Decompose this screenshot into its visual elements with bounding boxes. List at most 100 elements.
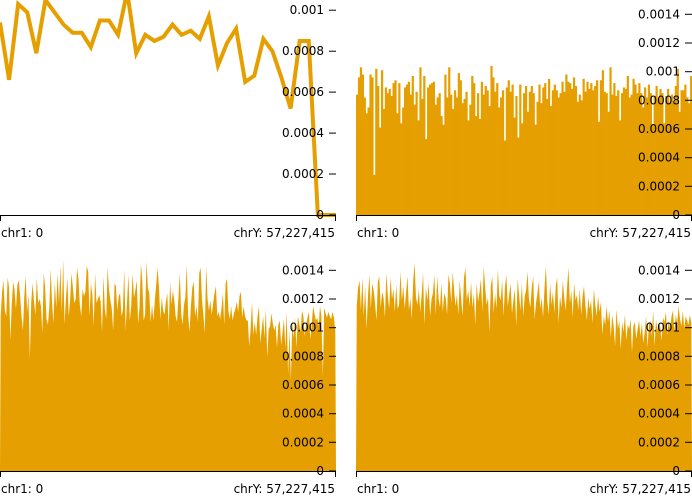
chart-svg: 0 0.0002 0.0004 0.0006 0.0008 0.001 0.0012 0.00… bbox=[356, 263, 692, 478]
bar bbox=[409, 94, 412, 215]
bar bbox=[601, 70, 604, 215]
bar bbox=[377, 86, 380, 215]
bar bbox=[398, 83, 401, 215]
bar bbox=[651, 124, 654, 215]
bar bbox=[659, 88, 662, 215]
bar bbox=[559, 93, 562, 215]
bar bbox=[611, 94, 614, 215]
bar bbox=[488, 106, 491, 215]
bar bbox=[482, 94, 485, 215]
bar bbox=[480, 81, 484, 215]
y-tick-label: 0.0006 bbox=[638, 122, 680, 136]
bar bbox=[507, 80, 510, 216]
bar bbox=[549, 106, 553, 215]
bar bbox=[686, 97, 689, 215]
bar bbox=[582, 78, 585, 215]
bar bbox=[519, 84, 522, 215]
bar bbox=[630, 94, 633, 215]
bar bbox=[682, 90, 685, 215]
y-tick-label: 0.0002 bbox=[638, 435, 680, 449]
bar bbox=[553, 84, 556, 215]
bar bbox=[496, 83, 499, 215]
bar bbox=[476, 93, 480, 215]
bar bbox=[538, 84, 541, 215]
series-group bbox=[356, 263, 692, 471]
chart-panel-bottom-left: 0 0.0002 0.0004 0.0006 0.0008 0.001 0.0012 0.00… bbox=[0, 256, 336, 501]
y-tick-label: 0.0006 bbox=[282, 378, 324, 392]
bar bbox=[690, 75, 692, 215]
x-axis-start-label: chr1: 0 bbox=[357, 482, 400, 496]
bar bbox=[461, 103, 464, 215]
bar bbox=[415, 91, 418, 215]
y-tick-label: 0.0002 bbox=[638, 179, 680, 193]
bar bbox=[632, 78, 635, 215]
bar bbox=[486, 90, 489, 215]
bar bbox=[448, 67, 451, 216]
bar bbox=[567, 81, 570, 215]
bar bbox=[459, 80, 462, 216]
bar bbox=[438, 93, 441, 215]
bar bbox=[513, 117, 516, 215]
bar bbox=[524, 86, 528, 215]
bar bbox=[444, 74, 447, 215]
bar bbox=[613, 83, 616, 215]
x-axis-start-label: chr1: 0 bbox=[357, 226, 400, 240]
bar bbox=[594, 86, 597, 215]
bar bbox=[528, 91, 532, 215]
bar bbox=[640, 93, 643, 215]
bar bbox=[638, 83, 641, 215]
bar bbox=[663, 123, 666, 215]
y-tick-label: 0.0014 bbox=[282, 263, 324, 277]
bar bbox=[411, 75, 414, 215]
bar bbox=[402, 107, 405, 215]
bar bbox=[455, 97, 459, 215]
series-group bbox=[356, 65, 692, 216]
y-tick-label: 0.0002 bbox=[282, 167, 324, 181]
bar bbox=[453, 90, 457, 215]
bar bbox=[400, 123, 403, 215]
y-tick-label: 0.0008 bbox=[282, 44, 324, 58]
bar bbox=[396, 113, 399, 215]
y-tick-label: 0.0014 bbox=[638, 7, 680, 21]
bar bbox=[617, 90, 620, 215]
bar bbox=[544, 83, 547, 215]
bar bbox=[584, 91, 587, 215]
bar bbox=[357, 77, 361, 216]
chart-panel-bottom-right: 0 0.0002 0.0004 0.0006 0.0008 0.001 0.0012 0.00… bbox=[356, 256, 692, 501]
bar bbox=[365, 113, 368, 215]
bar bbox=[363, 97, 366, 215]
bar bbox=[484, 86, 487, 215]
y-tick-label: 0 bbox=[672, 208, 680, 222]
bar bbox=[428, 84, 432, 215]
series-line bbox=[0, 0, 336, 217]
y-tick-label: 0.0004 bbox=[638, 151, 680, 165]
bar bbox=[548, 78, 551, 215]
bar bbox=[542, 87, 545, 215]
bar bbox=[356, 94, 359, 215]
bar bbox=[596, 80, 599, 216]
y-tick-label: 0.0006 bbox=[282, 85, 324, 99]
bar bbox=[442, 124, 445, 215]
bar bbox=[498, 107, 501, 215]
y-tick-label: 0.001 bbox=[290, 3, 324, 17]
bar bbox=[649, 93, 652, 215]
bar bbox=[379, 127, 382, 215]
bar bbox=[615, 96, 618, 215]
bar bbox=[457, 73, 460, 215]
bar bbox=[405, 84, 409, 215]
bar bbox=[645, 97, 649, 215]
bar bbox=[430, 83, 434, 215]
bar bbox=[361, 74, 364, 215]
bar bbox=[419, 67, 422, 216]
bar bbox=[469, 104, 472, 215]
bar bbox=[684, 84, 687, 215]
bar bbox=[427, 87, 430, 215]
bar bbox=[375, 68, 378, 215]
chart-svg: 0 0.0002 0.0004 0.0006 0.0008 0.001 bbox=[0, 0, 337, 222]
bar bbox=[440, 116, 443, 215]
bar bbox=[619, 120, 622, 215]
bar bbox=[580, 100, 583, 215]
bar bbox=[450, 94, 453, 215]
bar bbox=[515, 96, 518, 215]
bar bbox=[551, 90, 555, 215]
